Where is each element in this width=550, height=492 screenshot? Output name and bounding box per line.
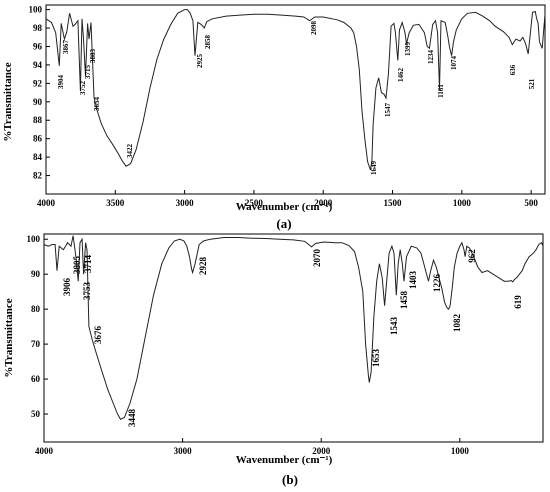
chart-panel-a: 82 84 86 88 90 92 94 96 98 100 4000 3500 3000 2500 200… [2,4,546,231]
spectrum-line [43,235,544,420]
peak-label: 2928 [198,257,208,276]
y-tick-label: 70 [31,339,41,349]
peak-label: 636 [509,64,517,75]
x-tick-label: 3000 [176,198,195,208]
peak-label: 3753 [82,282,92,301]
peak-label: 1543 [389,317,399,336]
y-axis-title: %Transmittance [3,298,15,377]
peak-label: 2925 [196,54,204,69]
peak-label: 1403 [408,271,418,290]
peak-label: 3752 [79,81,87,96]
y-tick-label: 92 [33,78,43,88]
figure-caption: (b) [282,472,298,487]
x-tick-label: 1000 [451,446,470,456]
peak-label: 1653 [371,349,381,368]
y-tick-label: 100 [29,5,43,15]
peak-label: 3715 [84,65,92,80]
y-axis-title: %Transmittance [2,62,14,141]
y-tick-label: 100 [27,234,41,244]
x-axis-title: Wavenumber (cm⁻¹) [236,201,333,213]
peak-label: 3422 [126,144,134,159]
x-axis-title: Wavenumber (cm⁻¹) [236,454,333,466]
y-tick-label: 86 [33,134,43,144]
x-tick-label: 3500 [106,198,125,208]
peak-label: 3448 [127,409,137,428]
y-tick-label: 90 [33,97,43,107]
peak-label: 1649 [370,161,378,176]
y-tick-label: 88 [33,115,43,125]
y-tick-label: 60 [31,374,41,384]
peak-label: 2858 [204,35,212,50]
peak-label: 1547 [384,103,392,118]
peak-label: 1074 [450,56,458,71]
x-tick-label: 1500 [384,198,403,208]
figure-caption: (a) [276,216,291,231]
peak-label: 3654 [93,97,101,112]
peak-label: 3714 [83,255,93,274]
peak-label: 3805 [72,256,82,275]
x-tick-label: 2000 [314,198,333,208]
peak-label: 3904 [57,75,65,90]
peak-label: 1462 [397,68,405,83]
y-tick-label: 50 [31,409,41,419]
y-tick-label: 84 [33,152,43,162]
peak-label: 3906 [62,278,72,297]
y-tick-label: 98 [33,23,43,33]
peak-label: 962 [467,249,477,263]
peak-label: 521 [528,78,536,89]
peak-label: 2070 [312,249,322,268]
peak-label: 1226 [432,274,442,293]
y-tick-label: 90 [31,269,41,279]
x-tick-label: 4000 [35,446,54,456]
peak-label: 3867 [62,40,70,55]
x-tick-label: 3000 [174,446,193,456]
plot-frame [43,233,544,443]
peak-label: 1399 [404,42,412,57]
chart-panel-b: 50 60 70 80 90 100 4000 3000 2000 1000 39063805375… [3,233,544,487]
peak-label: 2098 [310,21,318,36]
y-tick-label: 82 [33,171,43,181]
x-tick-label: 500 [524,198,538,208]
x-tick-label: 2000 [312,446,331,456]
spectrum-line [45,9,546,171]
y-tick-label: 96 [33,41,43,51]
y-tick-label: 94 [33,60,43,70]
peak-label: 3883 [89,49,97,64]
y-tick-label: 80 [31,304,41,314]
peak-label: 1082 [452,314,462,333]
plot-frame [45,4,546,195]
x-tick-label: 4000 [37,198,56,208]
x-tick-label: 2500 [245,198,264,208]
peak-label: 1161 [437,84,445,98]
peak-label: 1234 [427,50,435,65]
x-tick-label: 1000 [453,198,472,208]
peak-label: 3676 [93,326,103,345]
peak-label: 619 [513,295,523,309]
peak-label: 1458 [399,291,409,310]
